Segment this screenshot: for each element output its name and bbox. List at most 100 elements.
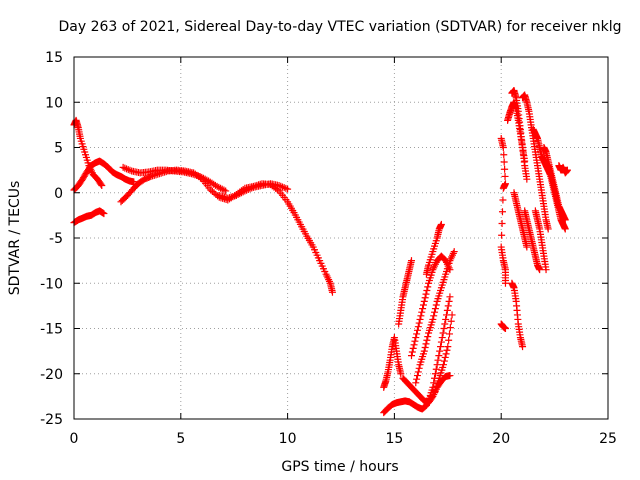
data-point (420, 297, 428, 305)
series-arc-16 (497, 134, 509, 287)
data-points (70, 86, 571, 417)
data-point (239, 188, 247, 196)
data-point (424, 283, 432, 291)
data-point (542, 266, 550, 274)
data-point (407, 257, 415, 265)
data-point (417, 312, 425, 320)
data-point (422, 340, 430, 348)
data-point (544, 225, 552, 233)
series-arc-9 (395, 257, 415, 328)
data-point (123, 165, 131, 173)
data-point (436, 347, 444, 355)
y-tick-label: 0 (54, 186, 63, 202)
data-point (447, 317, 455, 325)
series-arc-25 (531, 207, 550, 274)
x-axis-label: GPS time / hours (281, 459, 398, 475)
data-point (432, 301, 440, 309)
data-point (422, 290, 430, 298)
data-point (328, 288, 336, 296)
data-point (430, 312, 438, 320)
data-point (124, 166, 132, 174)
data-point (438, 334, 446, 342)
data-point (119, 163, 127, 171)
data-point (448, 311, 456, 319)
data-point (424, 333, 432, 341)
series-arc-28 (555, 162, 571, 177)
data-point (446, 372, 454, 380)
y-tick-label: -25 (40, 412, 63, 428)
data-point (412, 379, 420, 387)
data-point (519, 343, 527, 351)
data-point (499, 196, 507, 204)
data-point (408, 348, 416, 356)
series-arc-19 (508, 86, 531, 183)
data-point (421, 294, 429, 302)
y-tick-label: -20 (40, 367, 63, 383)
data-point (277, 182, 285, 190)
data-point (413, 375, 421, 383)
data-point (413, 326, 421, 334)
data-point (498, 231, 506, 239)
data-point (433, 361, 441, 369)
data-point (416, 315, 424, 323)
chart-title: Day 263 of 2021, Sidereal Day-to-day VTE… (59, 19, 622, 35)
data-point (121, 164, 129, 172)
data-point (241, 187, 249, 195)
data-point (418, 308, 426, 316)
data-point (284, 185, 292, 193)
y-tick-label: 5 (54, 141, 63, 157)
data-point (445, 336, 453, 344)
data-point (413, 330, 421, 338)
data-point (442, 315, 450, 323)
data-point (499, 184, 507, 192)
y-tick-label: 15 (45, 50, 63, 66)
x-tick-label: 5 (176, 431, 185, 447)
x-tick-label: 15 (385, 431, 403, 447)
data-point (220, 186, 228, 194)
data-point (440, 357, 448, 365)
x-tick-label: 20 (492, 431, 510, 447)
data-point (431, 308, 439, 316)
data-point (437, 220, 445, 228)
series-arc-8 (380, 334, 405, 391)
data-point (248, 184, 256, 192)
data-point (98, 182, 106, 190)
data-point (97, 180, 105, 188)
data-point (444, 302, 452, 310)
data-point (450, 248, 458, 256)
data-point (443, 346, 451, 354)
data-point (420, 347, 428, 355)
data-point (414, 323, 422, 331)
data-point (498, 208, 506, 216)
series-arc-5 (119, 163, 230, 195)
data-point (441, 320, 449, 328)
data-point (561, 225, 569, 233)
data-point (222, 187, 230, 195)
data-point (501, 279, 509, 287)
y-tick-label: 10 (45, 95, 63, 111)
data-point (430, 379, 438, 387)
data-point (244, 185, 252, 193)
data-point (440, 361, 448, 369)
data-point (442, 350, 450, 358)
series-arc-12 (412, 248, 458, 387)
data-point (423, 336, 431, 344)
data-point (441, 353, 449, 361)
data-point (437, 338, 445, 346)
x-tick-label: 0 (70, 431, 79, 447)
data-point (499, 144, 507, 151)
data-point (412, 334, 420, 342)
y-tick-label: -5 (49, 231, 63, 247)
data-point (446, 330, 454, 338)
series-arc-11 (407, 252, 454, 360)
data-point (413, 372, 421, 380)
series-arc-15 (431, 311, 456, 396)
data-point (415, 364, 423, 372)
data-point (282, 184, 290, 192)
data-point (407, 352, 415, 360)
data-point (435, 352, 443, 360)
data-point (415, 319, 423, 327)
data-point (500, 158, 508, 166)
series-arc-14 (425, 293, 454, 405)
series-arc-22 (519, 91, 552, 233)
